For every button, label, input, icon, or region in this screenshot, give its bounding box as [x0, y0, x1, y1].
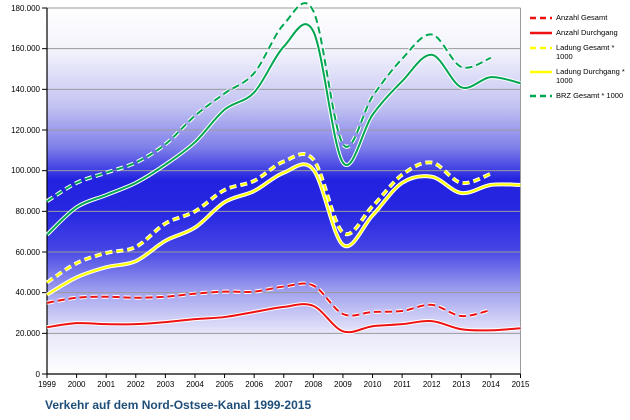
series-line-ladung-gesamt-1000 [46, 152, 492, 284]
legend-item: Anzahl Durchgang [530, 28, 630, 37]
x-tick-label: 2002 [126, 380, 145, 389]
x-tick-label: 2013 [452, 380, 471, 389]
y-tick-label: 140.000 [11, 84, 40, 94]
x-tick-label: 2001 [97, 380, 116, 389]
legend-marker [530, 70, 552, 74]
legend-label: Ladung Gesamt * 1000 [556, 43, 615, 61]
y-tick-label: 20.000 [15, 328, 40, 338]
legend-label: BRZ Gesamt * 1000 [556, 91, 624, 100]
series-line-anzahl-durchgang [46, 303, 521, 334]
legend-item: BRZ Gesamt * 1000 [530, 91, 630, 100]
x-tick-label: 2011 [393, 380, 411, 389]
x-tick-label: 2000 [67, 380, 86, 389]
x-tick-label: 2006 [245, 380, 264, 389]
legend-item: Anzahl Gesamt [530, 13, 630, 22]
legend-item: Ladung Gesamt * 1000 [530, 43, 630, 61]
series-line-brz-gesamt-1000 [46, 2, 492, 203]
y-tick-label: 120.000 [11, 125, 40, 135]
x-tick-label: 2009 [334, 380, 352, 389]
y-tick-label: 160.000 [11, 44, 40, 54]
y-tick-label: 40.000 [15, 288, 40, 298]
x-tick-label: 2015 [511, 380, 530, 389]
legend-marker [530, 94, 552, 98]
legend: Anzahl Gesamt Anzahl Durchgang Ladung Gesa… [530, 13, 630, 106]
x-tick-label: 2010 [363, 380, 382, 389]
series-line-5 [46, 23, 521, 236]
x-tick-label: 2012 [422, 380, 441, 389]
x-tick-label: 2004 [186, 380, 204, 389]
legend-marker [530, 46, 552, 50]
legend-marker [530, 31, 552, 35]
legend-label: Ladung Durchgang * 1000 [556, 67, 625, 85]
legend-marker [530, 16, 552, 20]
x-tick-label: 1999 [38, 380, 56, 389]
legend-label: Anzahl Gesamt [556, 13, 608, 22]
legend-item: Ladung Durchgang * 1000 [530, 67, 630, 85]
x-tick-label: 2008 [304, 380, 323, 389]
y-tick-label: 180.000 [11, 3, 40, 13]
y-tick-label: 60.000 [15, 247, 40, 257]
y-tick-label: 0 [35, 369, 40, 379]
x-tick-label: 2014 [482, 380, 500, 389]
legend-label: Anzahl Durchgang [556, 28, 618, 37]
x-tick-label: 2005 [215, 380, 234, 389]
x-tick-label: 2003 [156, 380, 175, 389]
series-line-ladung-durchgang-1000 [46, 163, 521, 296]
plot-background [47, 8, 521, 374]
y-tick-label: 80.000 [15, 206, 40, 216]
series-line-anzahl-gesamt [46, 282, 492, 318]
chart-title: Verkehr auf dem Nord-Ostsee-Kanal 1999-2… [45, 398, 312, 412]
x-tick-label: 2007 [274, 380, 293, 389]
y-tick-label: 100.000 [11, 166, 40, 176]
